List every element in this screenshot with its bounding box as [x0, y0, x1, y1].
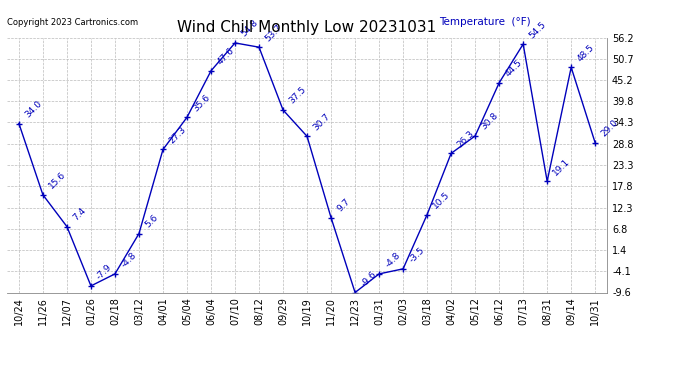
Text: 47.6: 47.6 [215, 46, 236, 67]
Title: Wind Chill Monthly Low 20231031: Wind Chill Monthly Low 20231031 [177, 20, 437, 35]
Text: 26.3: 26.3 [455, 129, 476, 149]
Text: 29.0: 29.0 [600, 118, 620, 139]
Text: -3.5: -3.5 [407, 246, 426, 265]
Text: 54.8: 54.8 [239, 18, 259, 39]
Text: 44.5: 44.5 [503, 58, 524, 79]
Text: -4.8: -4.8 [119, 251, 138, 270]
Text: 54.5: 54.5 [527, 20, 548, 40]
Text: Temperature  (°F): Temperature (°F) [439, 17, 531, 27]
Text: 27.3: 27.3 [167, 125, 188, 146]
Text: -4.8: -4.8 [383, 251, 402, 270]
Text: 15.6: 15.6 [47, 170, 68, 190]
Text: 9.7: 9.7 [335, 197, 352, 213]
Text: 30.8: 30.8 [480, 111, 500, 132]
Text: 30.7: 30.7 [311, 111, 332, 132]
Text: 53.7: 53.7 [263, 22, 284, 43]
Text: 19.1: 19.1 [551, 156, 572, 177]
Text: 37.5: 37.5 [287, 85, 308, 106]
Text: 10.5: 10.5 [431, 190, 452, 210]
Text: Copyright 2023 Cartronics.com: Copyright 2023 Cartronics.com [7, 18, 138, 27]
Text: 34.0: 34.0 [23, 99, 43, 119]
Text: 35.6: 35.6 [191, 93, 212, 113]
Text: 48.5: 48.5 [575, 43, 596, 63]
Text: 5.6: 5.6 [143, 213, 159, 230]
Text: -7.9: -7.9 [95, 263, 114, 282]
Text: -9.6: -9.6 [359, 270, 378, 288]
Text: 7.4: 7.4 [71, 206, 88, 222]
